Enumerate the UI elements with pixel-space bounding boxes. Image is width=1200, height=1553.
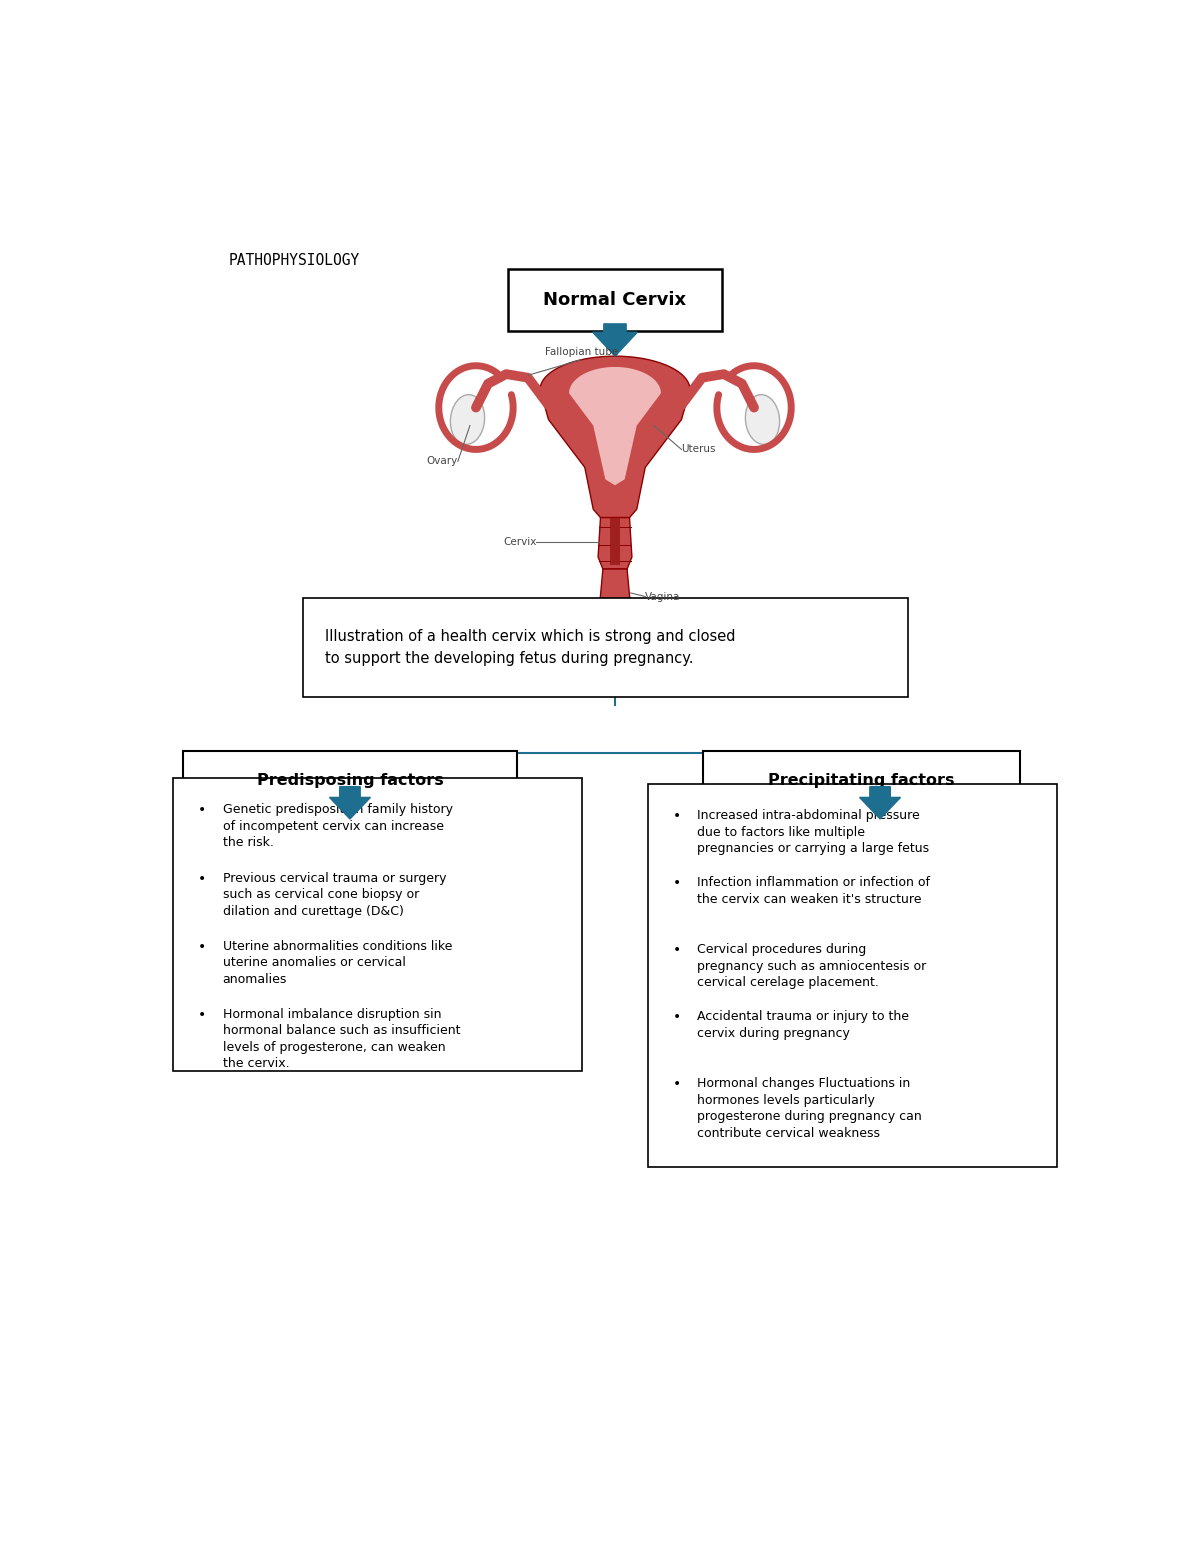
Polygon shape	[569, 367, 661, 485]
Text: •: •	[198, 871, 206, 885]
Text: Fallopian tube: Fallopian tube	[545, 348, 618, 357]
FancyBboxPatch shape	[182, 750, 517, 811]
Text: Cervix: Cervix	[503, 536, 536, 547]
Text: Infection inflammation or infection of
the cervix can weaken it's structure: Infection inflammation or infection of t…	[697, 876, 930, 905]
FancyBboxPatch shape	[648, 784, 1057, 1166]
Text: •: •	[673, 876, 680, 890]
Text: Precipitating factors: Precipitating factors	[768, 773, 955, 789]
FancyBboxPatch shape	[304, 598, 908, 697]
Text: Previous cervical trauma or surgery
such as cervical cone biopsy or
dilation and: Previous cervical trauma or surgery such…	[222, 871, 446, 918]
Polygon shape	[599, 568, 631, 609]
Text: •: •	[198, 1008, 206, 1022]
Text: Uterus: Uterus	[682, 444, 716, 455]
Text: Increased intra-abdominal pressure
due to factors like multiple
pregnancies or c: Increased intra-abdominal pressure due t…	[697, 809, 929, 856]
Text: Hormonal changes Fluctuations in
hormones levels particularly
progesterone durin: Hormonal changes Fluctuations in hormone…	[697, 1078, 922, 1140]
Polygon shape	[598, 517, 632, 568]
Text: •: •	[673, 809, 680, 823]
Polygon shape	[610, 517, 620, 565]
Ellipse shape	[450, 394, 485, 444]
Text: •: •	[673, 1078, 680, 1092]
Text: Normal Cervix: Normal Cervix	[544, 290, 686, 309]
Text: •: •	[198, 940, 206, 954]
Polygon shape	[330, 787, 371, 818]
FancyBboxPatch shape	[508, 269, 722, 331]
Text: Uterine abnormalities conditions like
uterine anomalies or cervical
anomalies: Uterine abnormalities conditions like ut…	[222, 940, 452, 986]
Text: Vagina: Vagina	[646, 592, 680, 601]
Text: Accidental trauma or injury to the
cervix during pregnancy: Accidental trauma or injury to the cervi…	[697, 1011, 908, 1041]
Polygon shape	[593, 325, 637, 356]
Text: •: •	[673, 943, 680, 957]
Text: Ovary: Ovary	[426, 457, 458, 466]
Text: PATHOPHYSIOLOGY: PATHOPHYSIOLOGY	[229, 253, 360, 269]
Text: •: •	[198, 803, 206, 817]
Text: Cervical procedures during
pregnancy such as amniocentesis or
cervical cerelage : Cervical procedures during pregnancy suc…	[697, 943, 926, 989]
Polygon shape	[540, 356, 690, 517]
Text: Illustration of a health cervix which is strong and closed
to support the develo: Illustration of a health cervix which is…	[325, 629, 736, 666]
FancyBboxPatch shape	[173, 778, 582, 1072]
Text: Hormonal imbalance disruption sin
hormonal balance such as insufficient
levels o: Hormonal imbalance disruption sin hormon…	[222, 1008, 460, 1070]
Text: •: •	[673, 1011, 680, 1025]
Text: Predisposing factors: Predisposing factors	[257, 773, 443, 789]
FancyBboxPatch shape	[703, 750, 1020, 811]
Text: Genetic predisposition family history
of incompetent cervix can increase
the ris: Genetic predisposition family history of…	[222, 803, 452, 849]
Polygon shape	[859, 787, 900, 818]
Ellipse shape	[745, 394, 780, 444]
